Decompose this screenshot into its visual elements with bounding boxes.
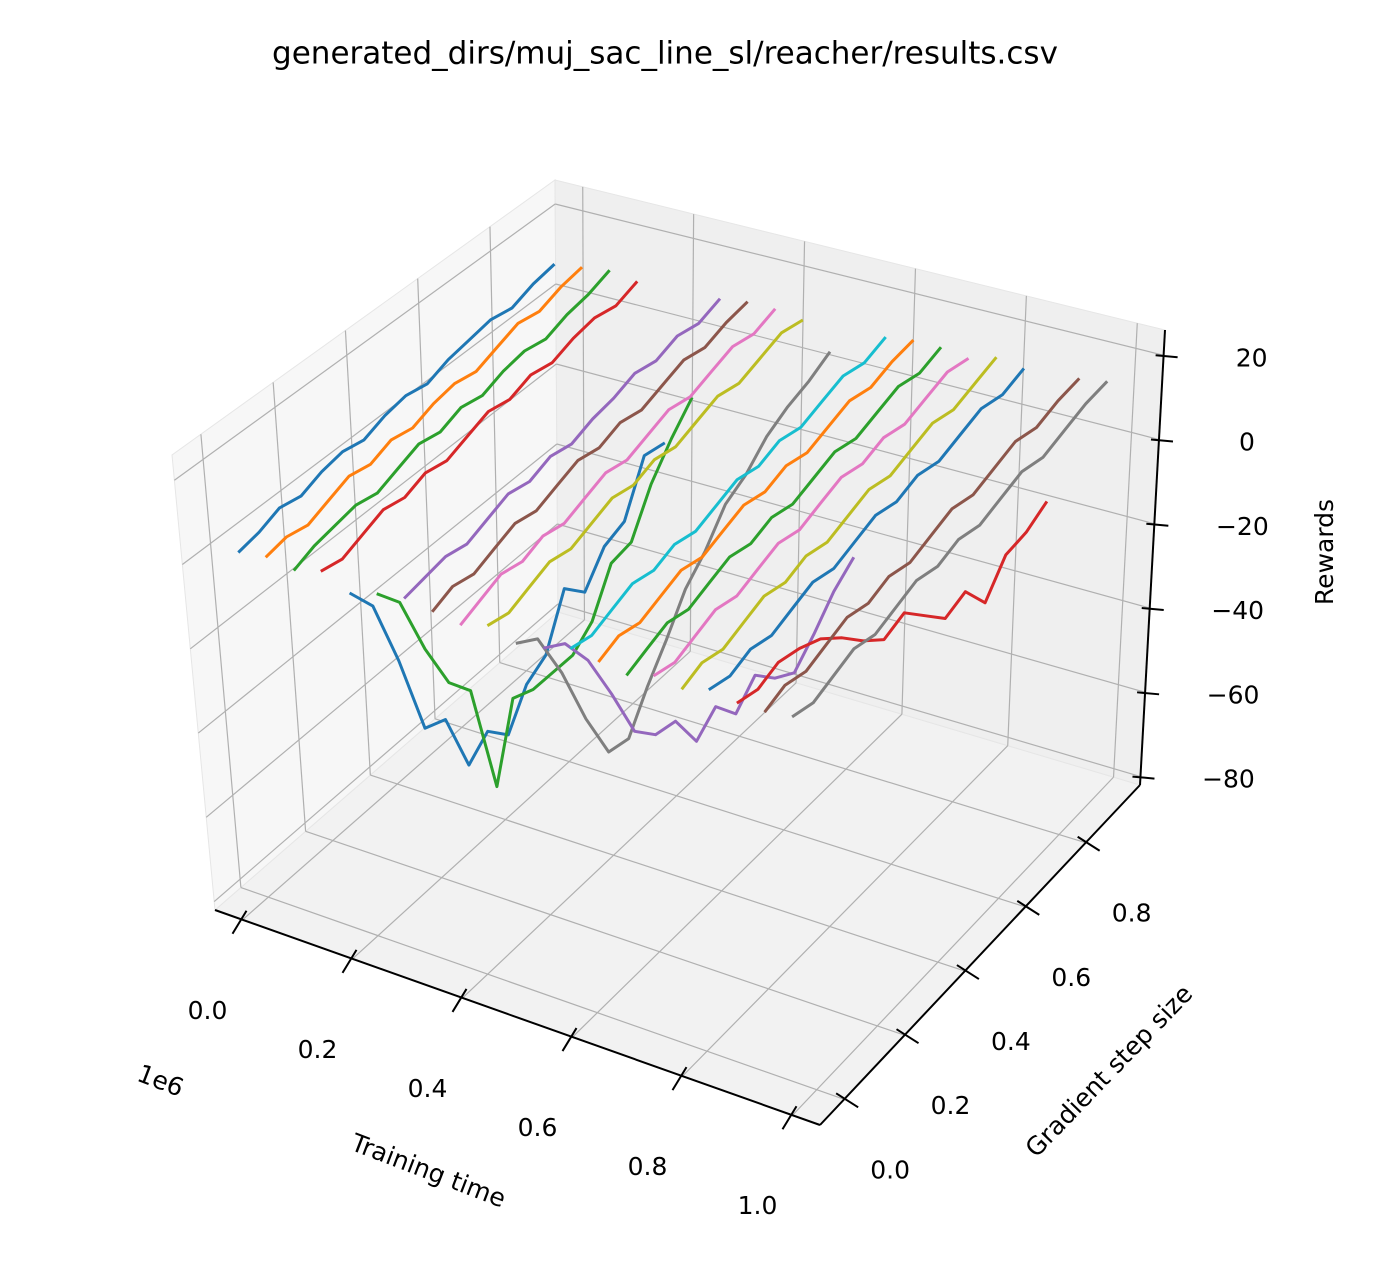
grid-line <box>462 682 797 999</box>
z-tick-label: −60 <box>1207 680 1260 709</box>
tick-mark <box>231 910 248 935</box>
grid-line <box>417 278 436 719</box>
grid-line <box>434 718 1026 908</box>
z-tick-label: −20 <box>1216 512 1269 541</box>
y-tick-label: 0.4 <box>991 1027 1031 1056</box>
tick-mark <box>1155 354 1178 359</box>
tick-mark <box>1146 522 1169 527</box>
grid-line <box>174 203 556 481</box>
grid-line <box>344 330 371 776</box>
grid-line <box>489 226 501 663</box>
tick-mark <box>1141 607 1164 612</box>
tick-mark <box>1132 775 1155 780</box>
z-tick-label: −40 <box>1211 596 1264 625</box>
tick-mark <box>835 1092 859 1109</box>
z-tick-label: 20 <box>1236 343 1268 372</box>
grid-line <box>795 241 806 683</box>
z-tick-label: 0 <box>1239 428 1255 457</box>
tick-mark <box>956 964 980 980</box>
grid-line <box>555 203 1164 356</box>
series-line <box>542 556 856 743</box>
series-line <box>264 266 584 559</box>
grid-line <box>682 745 1009 1077</box>
grid-line <box>200 434 242 888</box>
x-offset-label: 1e6 <box>133 1059 187 1103</box>
grid-line <box>557 603 1141 778</box>
axis-line <box>214 909 821 1126</box>
grid-line <box>352 650 691 960</box>
y-tick-label: 0.2 <box>931 1091 971 1120</box>
x-tick-label: 0.8 <box>628 1152 668 1181</box>
series-line <box>652 357 970 678</box>
y-tick-label: 0.8 <box>1112 899 1152 928</box>
series-line <box>736 500 1049 705</box>
grid-line <box>555 283 1160 441</box>
tick-mark <box>781 1105 798 1130</box>
series-line <box>707 367 1026 691</box>
series-line <box>486 318 804 627</box>
grid-line <box>213 603 559 903</box>
series-line <box>348 441 666 767</box>
grid-line <box>181 283 557 566</box>
grid-line <box>305 830 905 1036</box>
series-line <box>569 336 887 650</box>
series-line <box>515 350 832 754</box>
tick-mark <box>1016 900 1040 916</box>
x-tick-label: 0.6 <box>518 1113 558 1142</box>
axis-line <box>1139 329 1166 786</box>
series-line <box>403 297 722 600</box>
series-line <box>459 307 777 627</box>
series-line <box>791 380 1109 719</box>
y-axis-label: Gradient step size <box>1020 979 1199 1163</box>
grid-line <box>1112 323 1138 778</box>
series-line <box>680 356 998 691</box>
grid-line <box>242 619 585 921</box>
x-tick-label: 0.4 <box>408 1074 448 1103</box>
chart-title: generated_dirs/muj_sac_line_sl/reacher/r… <box>272 36 1058 72</box>
grid-line <box>792 776 1114 1116</box>
x-tick-label: 1.0 <box>738 1191 778 1220</box>
series-line <box>763 377 1081 714</box>
series-line <box>320 280 639 573</box>
tick-mark <box>1137 691 1160 696</box>
grid-line <box>189 363 557 650</box>
grid-line <box>572 713 903 1038</box>
z-tick-label: −80 <box>1202 765 1255 794</box>
grid-line <box>582 186 586 620</box>
grid-line <box>370 774 966 972</box>
y-tick-label: 0.0 <box>870 1155 910 1184</box>
grid-line <box>197 443 558 734</box>
x-tick-label: 0.0 <box>188 996 228 1025</box>
grid-line <box>240 886 845 1100</box>
series-line <box>376 396 694 789</box>
grid-line <box>272 382 307 832</box>
x-axis-label: Training time <box>346 1127 510 1213</box>
series-line <box>625 346 943 677</box>
tick-mark <box>451 988 468 1013</box>
grid-line <box>205 523 558 818</box>
z-axis-label: Rewards <box>1310 499 1339 605</box>
series-line <box>237 263 556 554</box>
tick-mark <box>1077 835 1101 852</box>
tick-mark <box>341 949 358 974</box>
grid-line <box>499 662 1086 844</box>
tick-mark <box>895 1028 920 1045</box>
tick-mark <box>1150 438 1174 443</box>
tick-mark <box>561 1027 578 1052</box>
grid-line <box>901 268 917 715</box>
x-tick-label: 0.2 <box>298 1035 338 1064</box>
y-tick-label: 0.6 <box>1051 963 1091 992</box>
series-line <box>597 339 915 663</box>
series-line <box>292 269 611 572</box>
grid-line <box>557 523 1146 693</box>
tick-mark <box>671 1066 688 1091</box>
series-line <box>431 300 749 613</box>
